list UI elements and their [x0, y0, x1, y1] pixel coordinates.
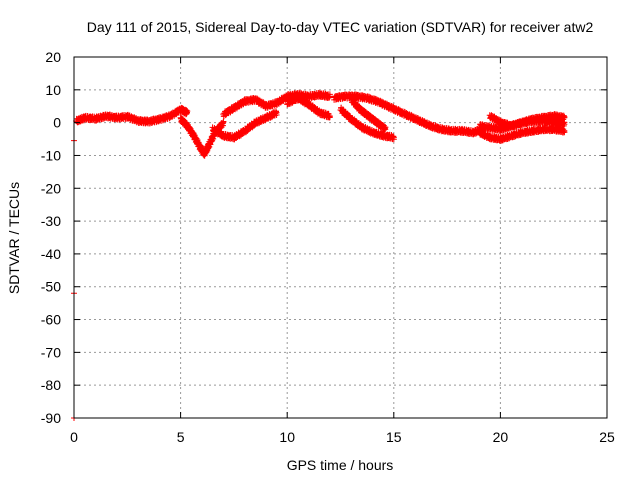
series-arc-upper-fall	[284, 93, 333, 121]
series-arc-end-mid	[476, 116, 568, 134]
y-tick-label: -60	[41, 312, 61, 328]
x-tick-label: 20	[493, 429, 509, 445]
y-tick-label: -30	[41, 213, 61, 229]
chart-title: Day 111 of 2015, Sidereal Day-to-day VTE…	[87, 19, 594, 35]
data-point	[325, 113, 332, 120]
data-point	[220, 119, 227, 126]
x-tick-label: 15	[386, 429, 402, 445]
y-tick-label: -70	[41, 344, 61, 360]
series-arc-end-low	[476, 124, 568, 144]
data-points	[71, 89, 568, 421]
data-point	[561, 121, 568, 128]
y-tick-label: -50	[41, 279, 61, 295]
x-tick-label: 10	[279, 429, 295, 445]
series-arc-late-drop-a	[337, 104, 397, 143]
x-tick-label: 0	[70, 429, 78, 445]
data-point	[326, 94, 333, 101]
data-point	[390, 134, 397, 141]
grid	[74, 57, 607, 418]
series-arc-late-high	[331, 91, 487, 138]
data-point	[183, 109, 190, 116]
y-tick-label: 20	[45, 49, 61, 65]
series-arc-mid-low	[209, 108, 280, 143]
axis-ticks: 0 5 10 15 20 25 20 10 0 -10 -20 -30 -40 -50 -60 -70 -80 -…	[41, 49, 615, 445]
y-tick-label: -90	[41, 410, 61, 426]
x-tick-label: 25	[599, 429, 615, 445]
y-axis-label: SDTVAR / TECUs	[6, 182, 22, 294]
data-point	[273, 109, 280, 116]
data-point	[326, 113, 333, 120]
series-arc-late-drop-b	[348, 95, 389, 134]
series-arc-mid-upper	[220, 89, 333, 120]
y-tick-label: 10	[45, 82, 61, 98]
x-tick-label: 5	[177, 429, 185, 445]
y-tick-label: -40	[41, 246, 61, 262]
y-tick-label: -20	[41, 180, 61, 196]
x-axis-label: GPS time / hours	[287, 457, 394, 473]
data-point	[382, 126, 389, 133]
y-tick-label: -80	[41, 377, 61, 393]
data-point	[561, 127, 568, 134]
y-tick-label: 0	[53, 115, 61, 131]
series-arc-early-main	[73, 104, 191, 127]
y-tick-label: -10	[41, 147, 61, 163]
data-point	[326, 93, 333, 100]
plot-frame	[73, 56, 608, 419]
